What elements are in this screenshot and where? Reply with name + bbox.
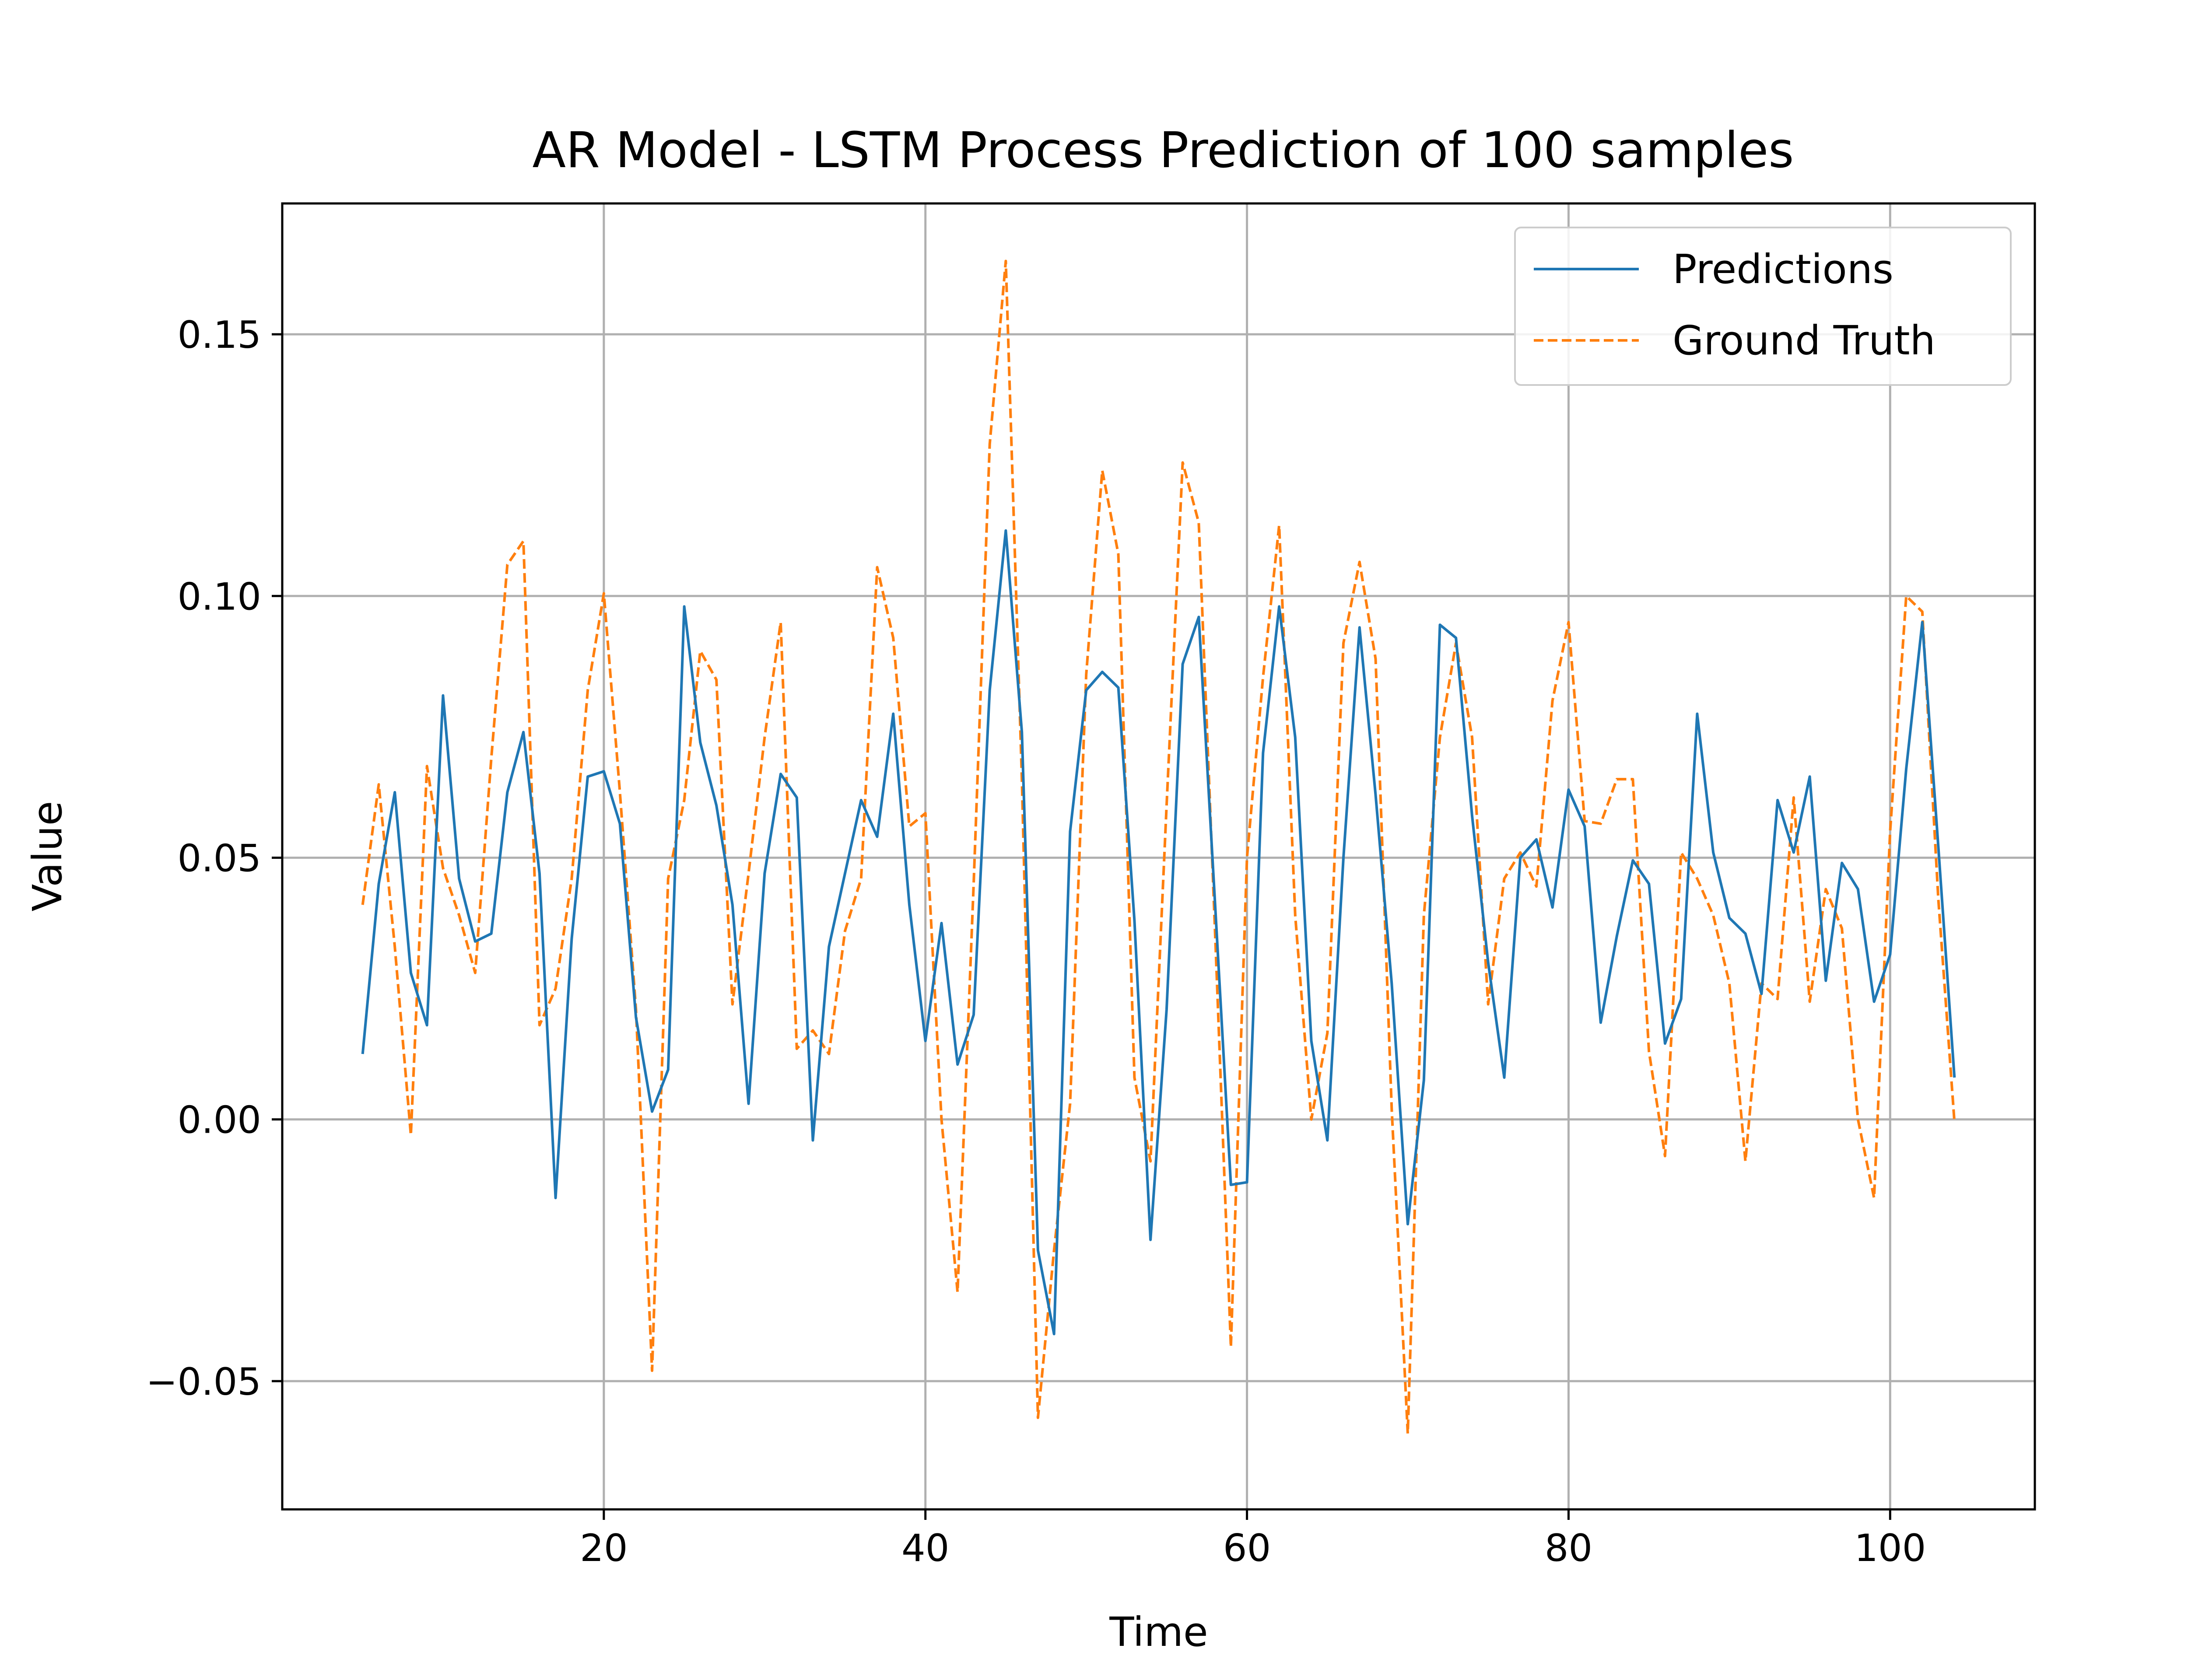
plot-frame [281,202,2036,1511]
x-axis-label: Time [1109,1609,1208,1656]
x-tick-label: 100 [1854,1526,1926,1570]
y-tick-label: 0.05 [178,836,261,880]
series-line-predictions [361,529,1956,1336]
legend: Predictions Ground Truth [1514,227,2012,386]
series-layer [361,259,1956,1435]
legend-label-predictions: Predictions [1673,246,1893,293]
axis-ticks: 20 40 60 80 100 −0.05 0.00 0.05 0.10 0.15 [146,313,1926,1570]
y-tick-label: 0.10 [178,575,261,619]
legend-box [1514,227,2012,386]
x-tick-label: 20 [580,1526,628,1570]
y-tick-label: 0.15 [178,313,261,357]
y-axis-label: Value [24,801,71,912]
legend-label-ground-truth: Ground Truth [1673,317,1936,364]
x-tick-label: 40 [901,1526,949,1570]
y-tick-label: 0.00 [178,1099,261,1142]
chart-title: AR Model - LSTM Process Prediction of 10… [532,122,1794,179]
y-tick-label: −0.05 [146,1360,261,1404]
x-tick-label: 80 [1545,1526,1592,1570]
x-tick-label: 60 [1223,1526,1271,1570]
